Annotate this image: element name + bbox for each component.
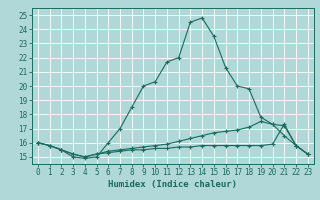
X-axis label: Humidex (Indice chaleur): Humidex (Indice chaleur) [108, 180, 237, 189]
